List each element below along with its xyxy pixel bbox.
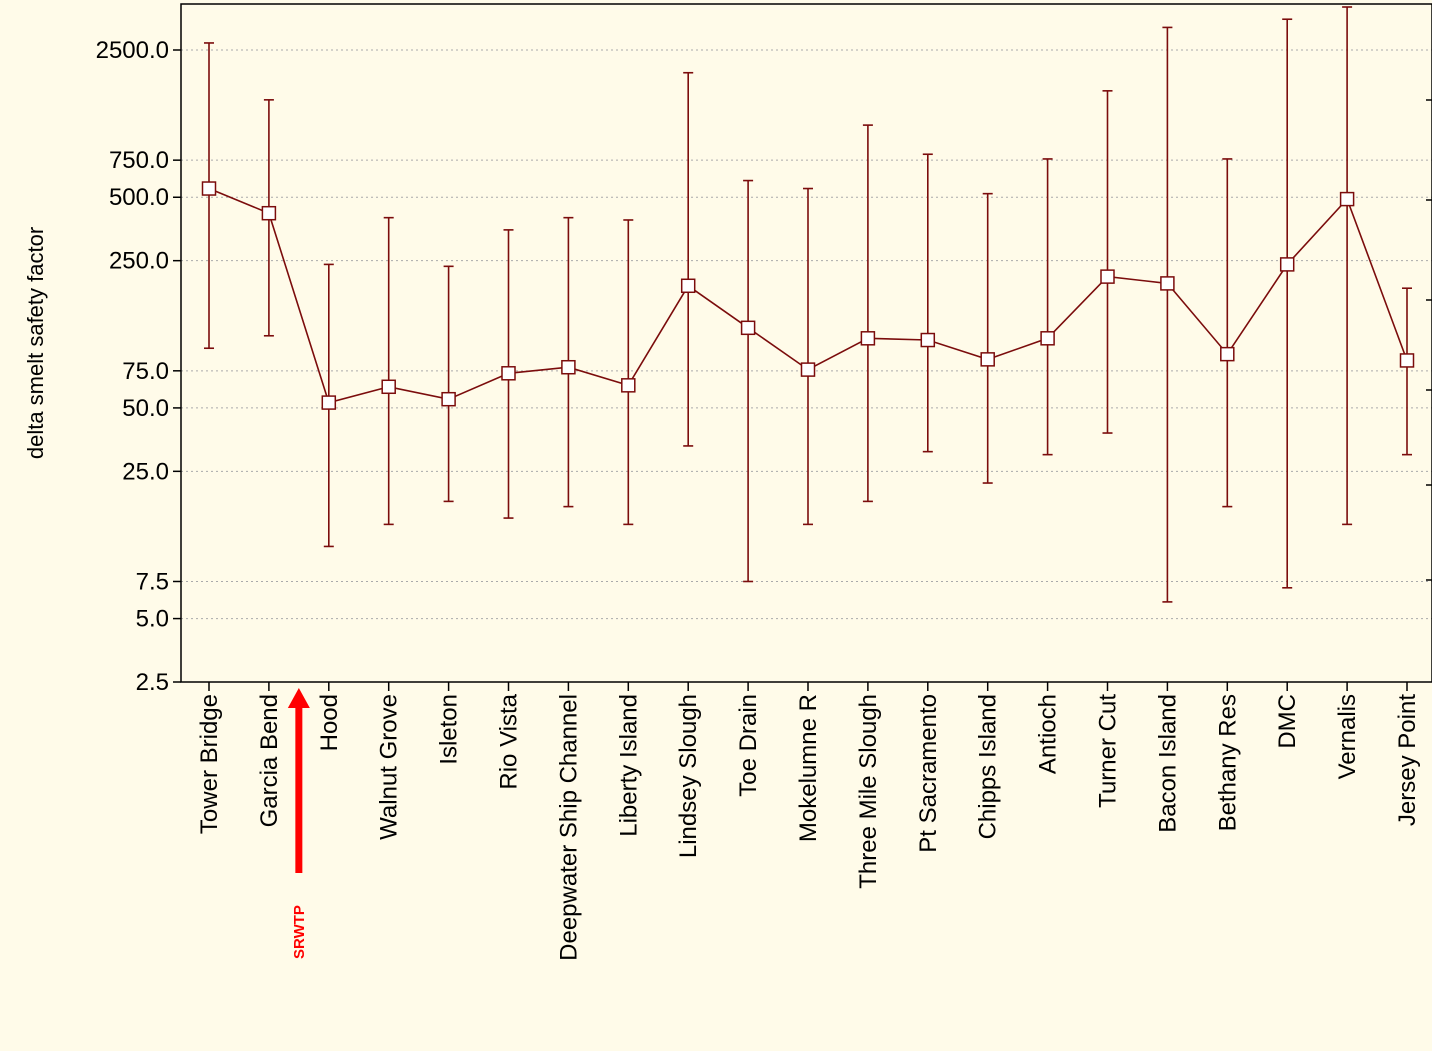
x-tick-label: Rio Vista (496, 693, 523, 789)
x-tick-label: Toe Drain (735, 694, 762, 797)
grid-lines (181, 50, 1432, 619)
x-tick-label: Bacon Island (1154, 694, 1181, 833)
annotation-label: SRWTP (291, 905, 308, 959)
x-tick-label: Isleton (436, 694, 463, 765)
x-tick-label: Tower Bridge (196, 694, 223, 834)
data-point (203, 182, 216, 195)
data-point (1041, 332, 1054, 345)
x-tick-label: Liberty Island (615, 694, 642, 837)
x-tick-label: Three Mile Slough (855, 694, 882, 889)
y-axis-title: delta smelt safety factor (23, 227, 48, 459)
y-tick-label: 7.5 (136, 568, 169, 595)
x-tick-label: Hood (316, 694, 343, 751)
data-point (921, 334, 934, 347)
y-tick-label: 50.0 (122, 395, 169, 422)
data-point (1281, 258, 1294, 271)
data-point (262, 207, 275, 220)
x-tick-label: Vernalis (1334, 694, 1361, 779)
data-point (1401, 354, 1414, 367)
arrow-shaft (295, 705, 302, 873)
x-tick-label: Chipps Island (975, 694, 1002, 839)
data-point (622, 379, 635, 392)
x-tick-label: Pt Sacramento (915, 694, 942, 853)
data-point (861, 332, 874, 345)
x-tick-label: Bethany Res (1214, 694, 1241, 831)
y-tick-label: 250.0 (109, 248, 169, 275)
x-axis: Tower Bridge Garcia Bend Hood Walnut Grove I… (196, 682, 1421, 961)
y-tick-label: 25.0 (122, 458, 169, 485)
y-tick-label: 2.5 (136, 669, 169, 696)
srwtp-annotation: SRWTP (288, 688, 310, 959)
data-point (382, 380, 395, 393)
data-point (502, 367, 515, 380)
data-point (442, 393, 455, 406)
x-tick-label: Mokelumne R (795, 694, 822, 842)
data-point (1101, 270, 1114, 283)
plot-frame (181, 4, 1432, 682)
data-point (562, 361, 575, 374)
right-axis-ticks (1426, 100, 1432, 580)
x-tick-label: Garcia Bend (256, 694, 283, 827)
x-tick-label: Walnut Grove (376, 694, 403, 840)
data-point (742, 321, 755, 334)
data-point (802, 363, 815, 376)
data-point (1161, 277, 1174, 290)
data-series (203, 7, 1414, 602)
arrow-head (288, 688, 310, 708)
x-tick-label: Lindsey Slough (675, 694, 702, 858)
data-point (1341, 193, 1354, 206)
x-tick-label: Antioch (1035, 694, 1062, 774)
x-tick-label: Turner Cut (1095, 694, 1122, 808)
x-tick-label: Jersey Point (1394, 694, 1421, 826)
data-point (1221, 348, 1234, 361)
data-point (981, 353, 994, 366)
y-axis: 2500.0 750.0 500.0 250.0 75.0 50.0 25.0 7.5 5.0 2… (96, 37, 181, 696)
y-tick-label: 2500.0 (96, 37, 169, 64)
x-tick-label: Deepwater Ship Channel (555, 694, 582, 961)
x-tick-label: DMC (1274, 694, 1301, 749)
y-tick-label: 750.0 (109, 147, 169, 174)
data-point (682, 279, 695, 292)
y-tick-label: 75.0 (122, 358, 169, 385)
y-tick-label: 5.0 (136, 606, 169, 633)
y-tick-label: 500.0 (109, 184, 169, 211)
data-point (322, 396, 335, 409)
